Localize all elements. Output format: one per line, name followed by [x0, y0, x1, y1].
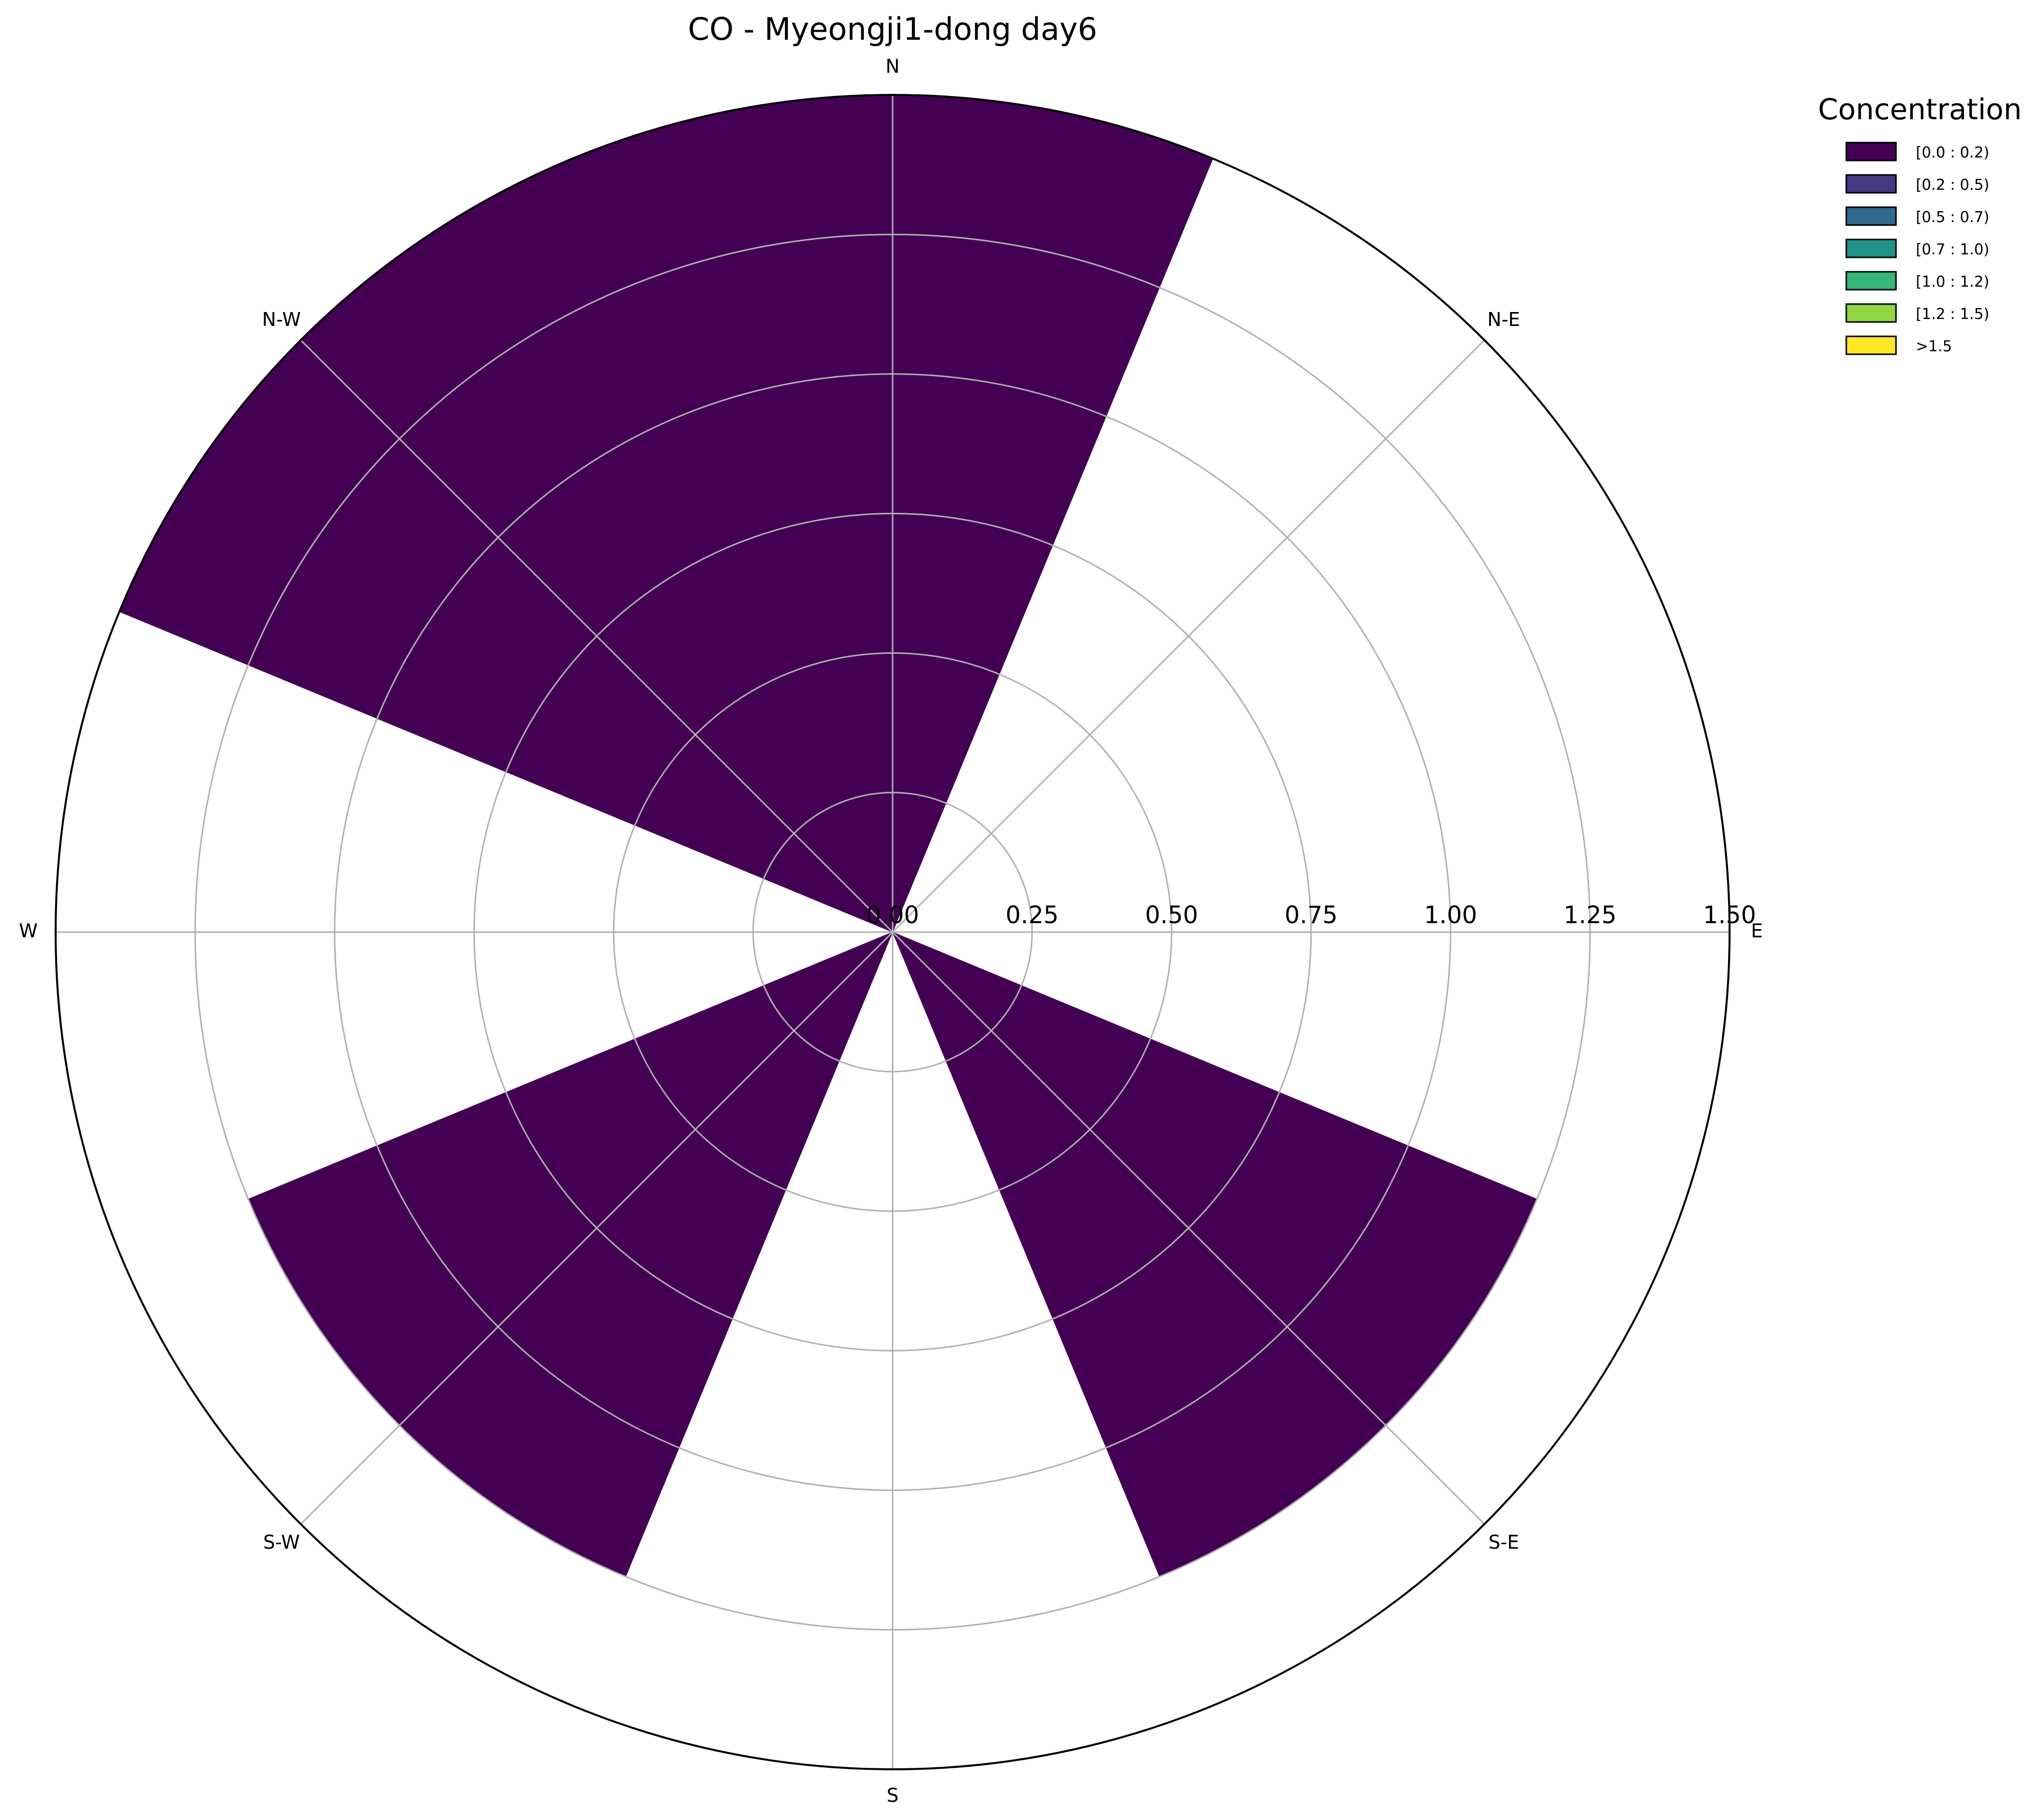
direction-label-s: S	[887, 1785, 899, 1807]
grid-spoke-s-e	[892, 931, 1485, 1525]
legend-label-4: [1.0 : 1.2)	[1916, 273, 1989, 291]
polar-frame	[55, 94, 1731, 1770]
legend-label-3: [0.7 : 1.0)	[1916, 241, 1989, 258]
labels-layer: 0.00 0.25 0.50 0.75 1.00 1.25 1.50 N N-E E S-E S S-W…	[19, 56, 1763, 1807]
direction-label-s-w: S-W	[263, 1531, 300, 1553]
legend-swatch-0	[1845, 142, 1897, 161]
legend-swatch-3	[1845, 238, 1897, 258]
grid-spoke-n-w	[300, 339, 894, 933]
chart-title: CO - Myeongji1-dong day6	[688, 11, 1097, 47]
legend-swatch-5	[1845, 303, 1897, 323]
legend: Concentration [0.0 : 0.2) [0.2 : 0.5) [0.5…	[1818, 92, 2022, 355]
legend-label-2: [0.5 : 0.7)	[1916, 209, 1989, 226]
legend-label-6: >1.5	[1916, 338, 1952, 355]
r-tick-label-1: 0.25	[1005, 901, 1059, 929]
direction-label-w: W	[19, 920, 38, 942]
r-tick-label-5: 1.25	[1564, 901, 1617, 929]
legend-label-1: [0.2 : 0.5)	[1916, 176, 1989, 194]
legend-entries: [0.0 : 0.2) [0.2 : 0.5) [0.5 : 0.7) [0.7 : …	[1845, 142, 1989, 355]
r-tick-label-6: 1.50	[1703, 901, 1756, 929]
legend-swatch-1	[1845, 174, 1897, 194]
grid-spoke-n-e	[892, 339, 1485, 933]
legend-swatch-4	[1845, 271, 1897, 291]
r-tick-label-0: 0.00	[866, 901, 919, 929]
legend-swatch-2	[1845, 206, 1897, 226]
r-tick-label-3: 0.75	[1285, 901, 1338, 929]
r-tick-label-4: 1.00	[1424, 901, 1477, 929]
r-tick-label-2: 0.50	[1145, 901, 1198, 929]
legend-label-5: [1.2 : 1.5)	[1916, 306, 1989, 323]
grid-layer	[55, 94, 1731, 1770]
direction-label-n-e: N-E	[1487, 309, 1520, 330]
legend-label-0: [0.0 : 0.2)	[1916, 144, 1989, 161]
direction-label-n: N	[886, 56, 900, 78]
direction-label-e: E	[1751, 920, 1763, 942]
direction-label-s-e: S-E	[1488, 1531, 1519, 1553]
bars-layer	[119, 94, 1537, 1577]
grid-spoke-s-w	[300, 931, 894, 1525]
legend-swatch-6	[1845, 335, 1897, 355]
direction-label-n-w: N-W	[262, 309, 301, 330]
legend-title: Concentration	[1818, 92, 2022, 126]
